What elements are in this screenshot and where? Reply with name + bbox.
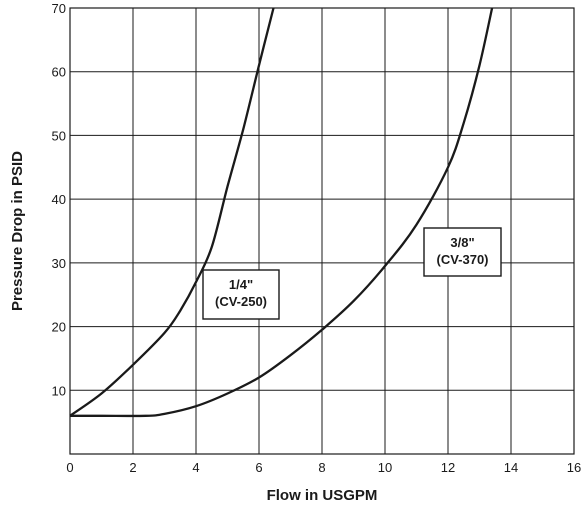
y-tick-label: 50 [52, 128, 66, 143]
y-tick-label: 20 [52, 320, 66, 335]
plot-frame [69, 7, 575, 455]
x-tick-label: 2 [129, 460, 136, 475]
x-tick-label: 16 [567, 460, 581, 475]
curve-label-box [202, 269, 280, 320]
x-tick-label: 8 [318, 460, 325, 475]
y-tick-label: 30 [52, 256, 66, 271]
x-axis-label: Flow in USGPM [267, 487, 378, 504]
y-tick-label: 10 [52, 383, 66, 398]
curve-label-box [423, 227, 502, 277]
curves [69, 7, 494, 418]
grid-lines [69, 7, 575, 454]
x-tick-label: 10 [378, 460, 392, 475]
label-cv-250: 1/4" (CV-250) [202, 269, 280, 320]
y-tick-label: 40 [52, 192, 66, 207]
x-tick-label: 14 [504, 460, 518, 475]
y-axis-label: Pressure Drop in PSID [9, 151, 26, 311]
label-cv-370: 3/8" (CV-370) [423, 227, 502, 277]
y-tick-label: 60 [52, 65, 66, 80]
curve-label-text: 3/8" [450, 235, 474, 250]
x-tick-label: 12 [441, 460, 455, 475]
x-tick-label: 6 [255, 460, 262, 475]
x-tick-label: 4 [192, 460, 199, 475]
tick-labels: 0 2 4 6 8 10 12 14 16 10 20 30 40 50 60 70 [52, 1, 582, 475]
curve-cv-370 [70, 7, 494, 418]
y-tick-label: 70 [52, 1, 66, 16]
curve-label-text: 1/4" [229, 277, 253, 292]
curve-label-text: (CV-250) [215, 294, 267, 309]
curve-cv-250 [69, 7, 275, 417]
x-tick-label: 0 [66, 460, 73, 475]
curve-annotations: 1/4" (CV-250) 3/8" (CV-370) [202, 227, 502, 320]
curve-label-text: (CV-370) [436, 252, 488, 267]
